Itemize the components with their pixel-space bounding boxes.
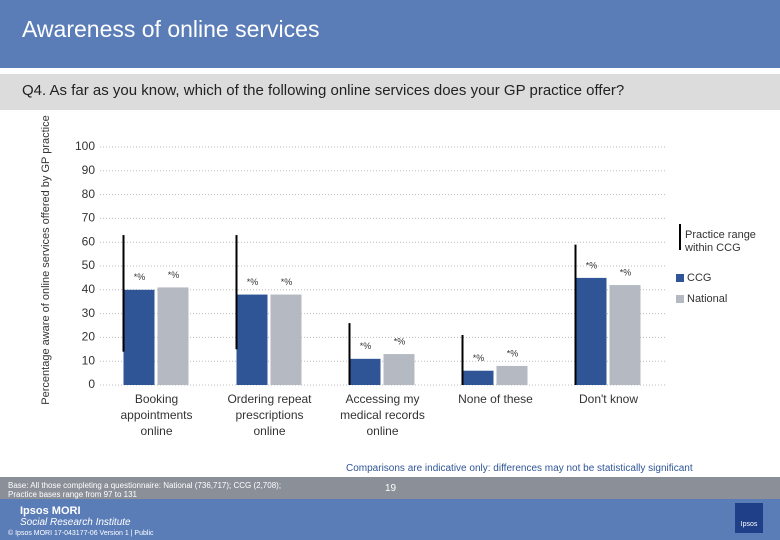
bar — [462, 370, 494, 385]
base-text: Practice bases range from 97 to 131 — [8, 490, 137, 499]
question: Q4. As far as you know, which of the fol… — [22, 82, 625, 99]
chart: Percentage aware of online services offe… — [40, 115, 756, 404]
y-tick-label: 60 — [82, 234, 96, 248]
bar — [123, 289, 155, 385]
y-axis-label: Percentage aware of online services offe… — [40, 115, 52, 404]
value-label: *% — [168, 270, 180, 280]
legend-swatch — [676, 274, 684, 282]
y-tick-label: 40 — [82, 282, 96, 296]
footer-strip — [0, 477, 780, 499]
note: Comparisons are indicative only: differe… — [346, 463, 693, 474]
logo: Ipsos — [735, 503, 763, 533]
bar — [496, 365, 528, 385]
bar — [157, 287, 189, 385]
y-tick-label: 20 — [82, 330, 96, 344]
value-label: *% — [620, 267, 632, 277]
y-tick-label: 90 — [82, 163, 96, 177]
credits: © Ipsos MORI 17-043177-06 Version 1 | Pu… — [8, 530, 154, 537]
y-tick-label: 50 — [82, 258, 96, 272]
question-band — [0, 74, 780, 110]
value-label: *% — [281, 277, 293, 287]
slide-title: Awareness of online services — [22, 16, 320, 42]
value-label: *% — [473, 353, 485, 363]
bar — [349, 358, 381, 385]
x-tick-label: None of these — [458, 392, 533, 406]
x-tick-label: Booking appointments online — [120, 392, 193, 438]
brand: Ipsos MORI — [20, 505, 81, 517]
value-label: *% — [507, 348, 519, 358]
y-tick-label: 80 — [82, 187, 96, 201]
y-tick-label: 10 — [82, 353, 96, 367]
value-label: *% — [247, 277, 259, 287]
page-number: 19 — [385, 483, 397, 494]
x-tick-label: Accessing my medical records online — [340, 392, 425, 438]
legend-label: National — [687, 293, 727, 305]
header-band — [0, 0, 780, 68]
value-label: *% — [394, 336, 406, 346]
legend-label: CCG — [687, 272, 711, 284]
value-label: *% — [586, 260, 598, 270]
bar — [270, 294, 302, 385]
bar — [383, 354, 415, 385]
legend-label: Practice range within CCG — [684, 229, 756, 254]
bar — [575, 277, 607, 385]
x-tick-label: Ordering repeat prescriptions online — [227, 392, 312, 438]
y-tick-label: 30 — [82, 306, 96, 320]
bar — [609, 285, 641, 385]
bar — [236, 294, 268, 385]
value-label: *% — [134, 272, 146, 282]
legend-swatch — [676, 295, 684, 303]
x-tick-label: Don't know — [579, 392, 638, 406]
value-label: *% — [360, 341, 372, 351]
y-tick-label: 0 — [88, 377, 95, 391]
y-tick-label: 70 — [82, 211, 96, 225]
y-tick-label: 100 — [75, 139, 95, 153]
brand-sub: Social Research Institute — [20, 517, 131, 528]
base-text: Base: All those completing a questionnai… — [8, 481, 282, 490]
